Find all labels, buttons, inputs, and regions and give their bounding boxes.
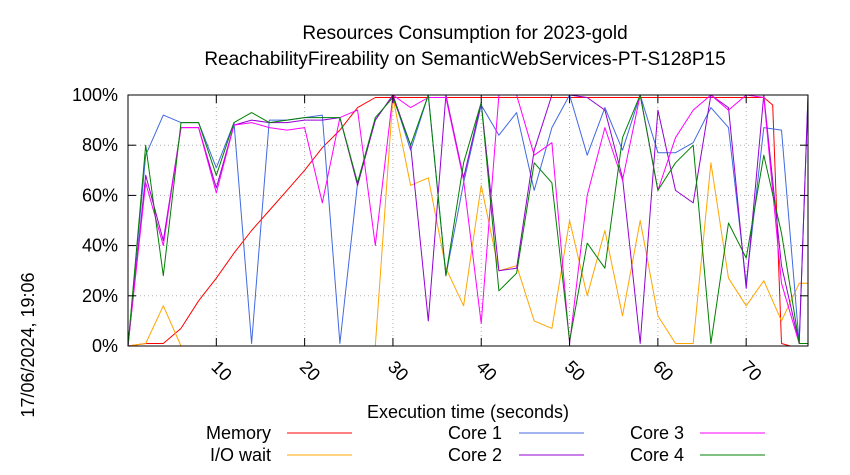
y-tick-label: 100% <box>72 85 118 105</box>
y-tick-label: 80% <box>82 135 118 155</box>
x-tick-label: 20 <box>296 357 324 385</box>
y-tick-label: 20% <box>82 286 118 306</box>
x-tick-label: 70 <box>737 357 765 385</box>
x-tick-label: 60 <box>649 357 677 385</box>
grid <box>128 95 808 346</box>
x-tick-label: 10 <box>207 357 235 385</box>
series-line-core-4 <box>127 94 808 347</box>
legend-label-core-2: Core 2 <box>448 445 502 465</box>
x-tick-label: 40 <box>472 357 500 385</box>
timestamp-label: 17/06/2024, 19:06 <box>18 272 38 417</box>
chart-title: Resources Consumption for 2023-gold <box>302 23 627 44</box>
legend-label-memory: Memory <box>206 423 271 443</box>
x-tick-label: 50 <box>561 357 589 385</box>
legend-label-i-o-wait: I/O wait <box>210 445 271 465</box>
chart-subtitle: ReachabilityFireability on SemanticWebSe… <box>204 49 725 70</box>
series-layer <box>127 94 809 347</box>
x-axis-label: Execution time (seconds) <box>367 402 569 422</box>
ticks: 0% 20% 40% 60% 80% 100% 10 20 30 40 50 60 70 <box>72 85 808 385</box>
y-tick-label: 40% <box>82 236 118 256</box>
series-line-core-2 <box>127 94 809 347</box>
legend-label-core-4: Core 4 <box>630 445 684 465</box>
series-line-core-1 <box>127 94 809 347</box>
legend-label-core-3: Core 3 <box>630 423 684 443</box>
y-tick-label: 60% <box>82 185 118 205</box>
plot-frame <box>127 94 809 347</box>
y-tick-label: 0% <box>92 336 118 356</box>
x-tick-label: 30 <box>384 357 412 385</box>
legend-label-core-1: Core 1 <box>448 423 502 443</box>
series-line-core-3 <box>127 94 808 347</box>
